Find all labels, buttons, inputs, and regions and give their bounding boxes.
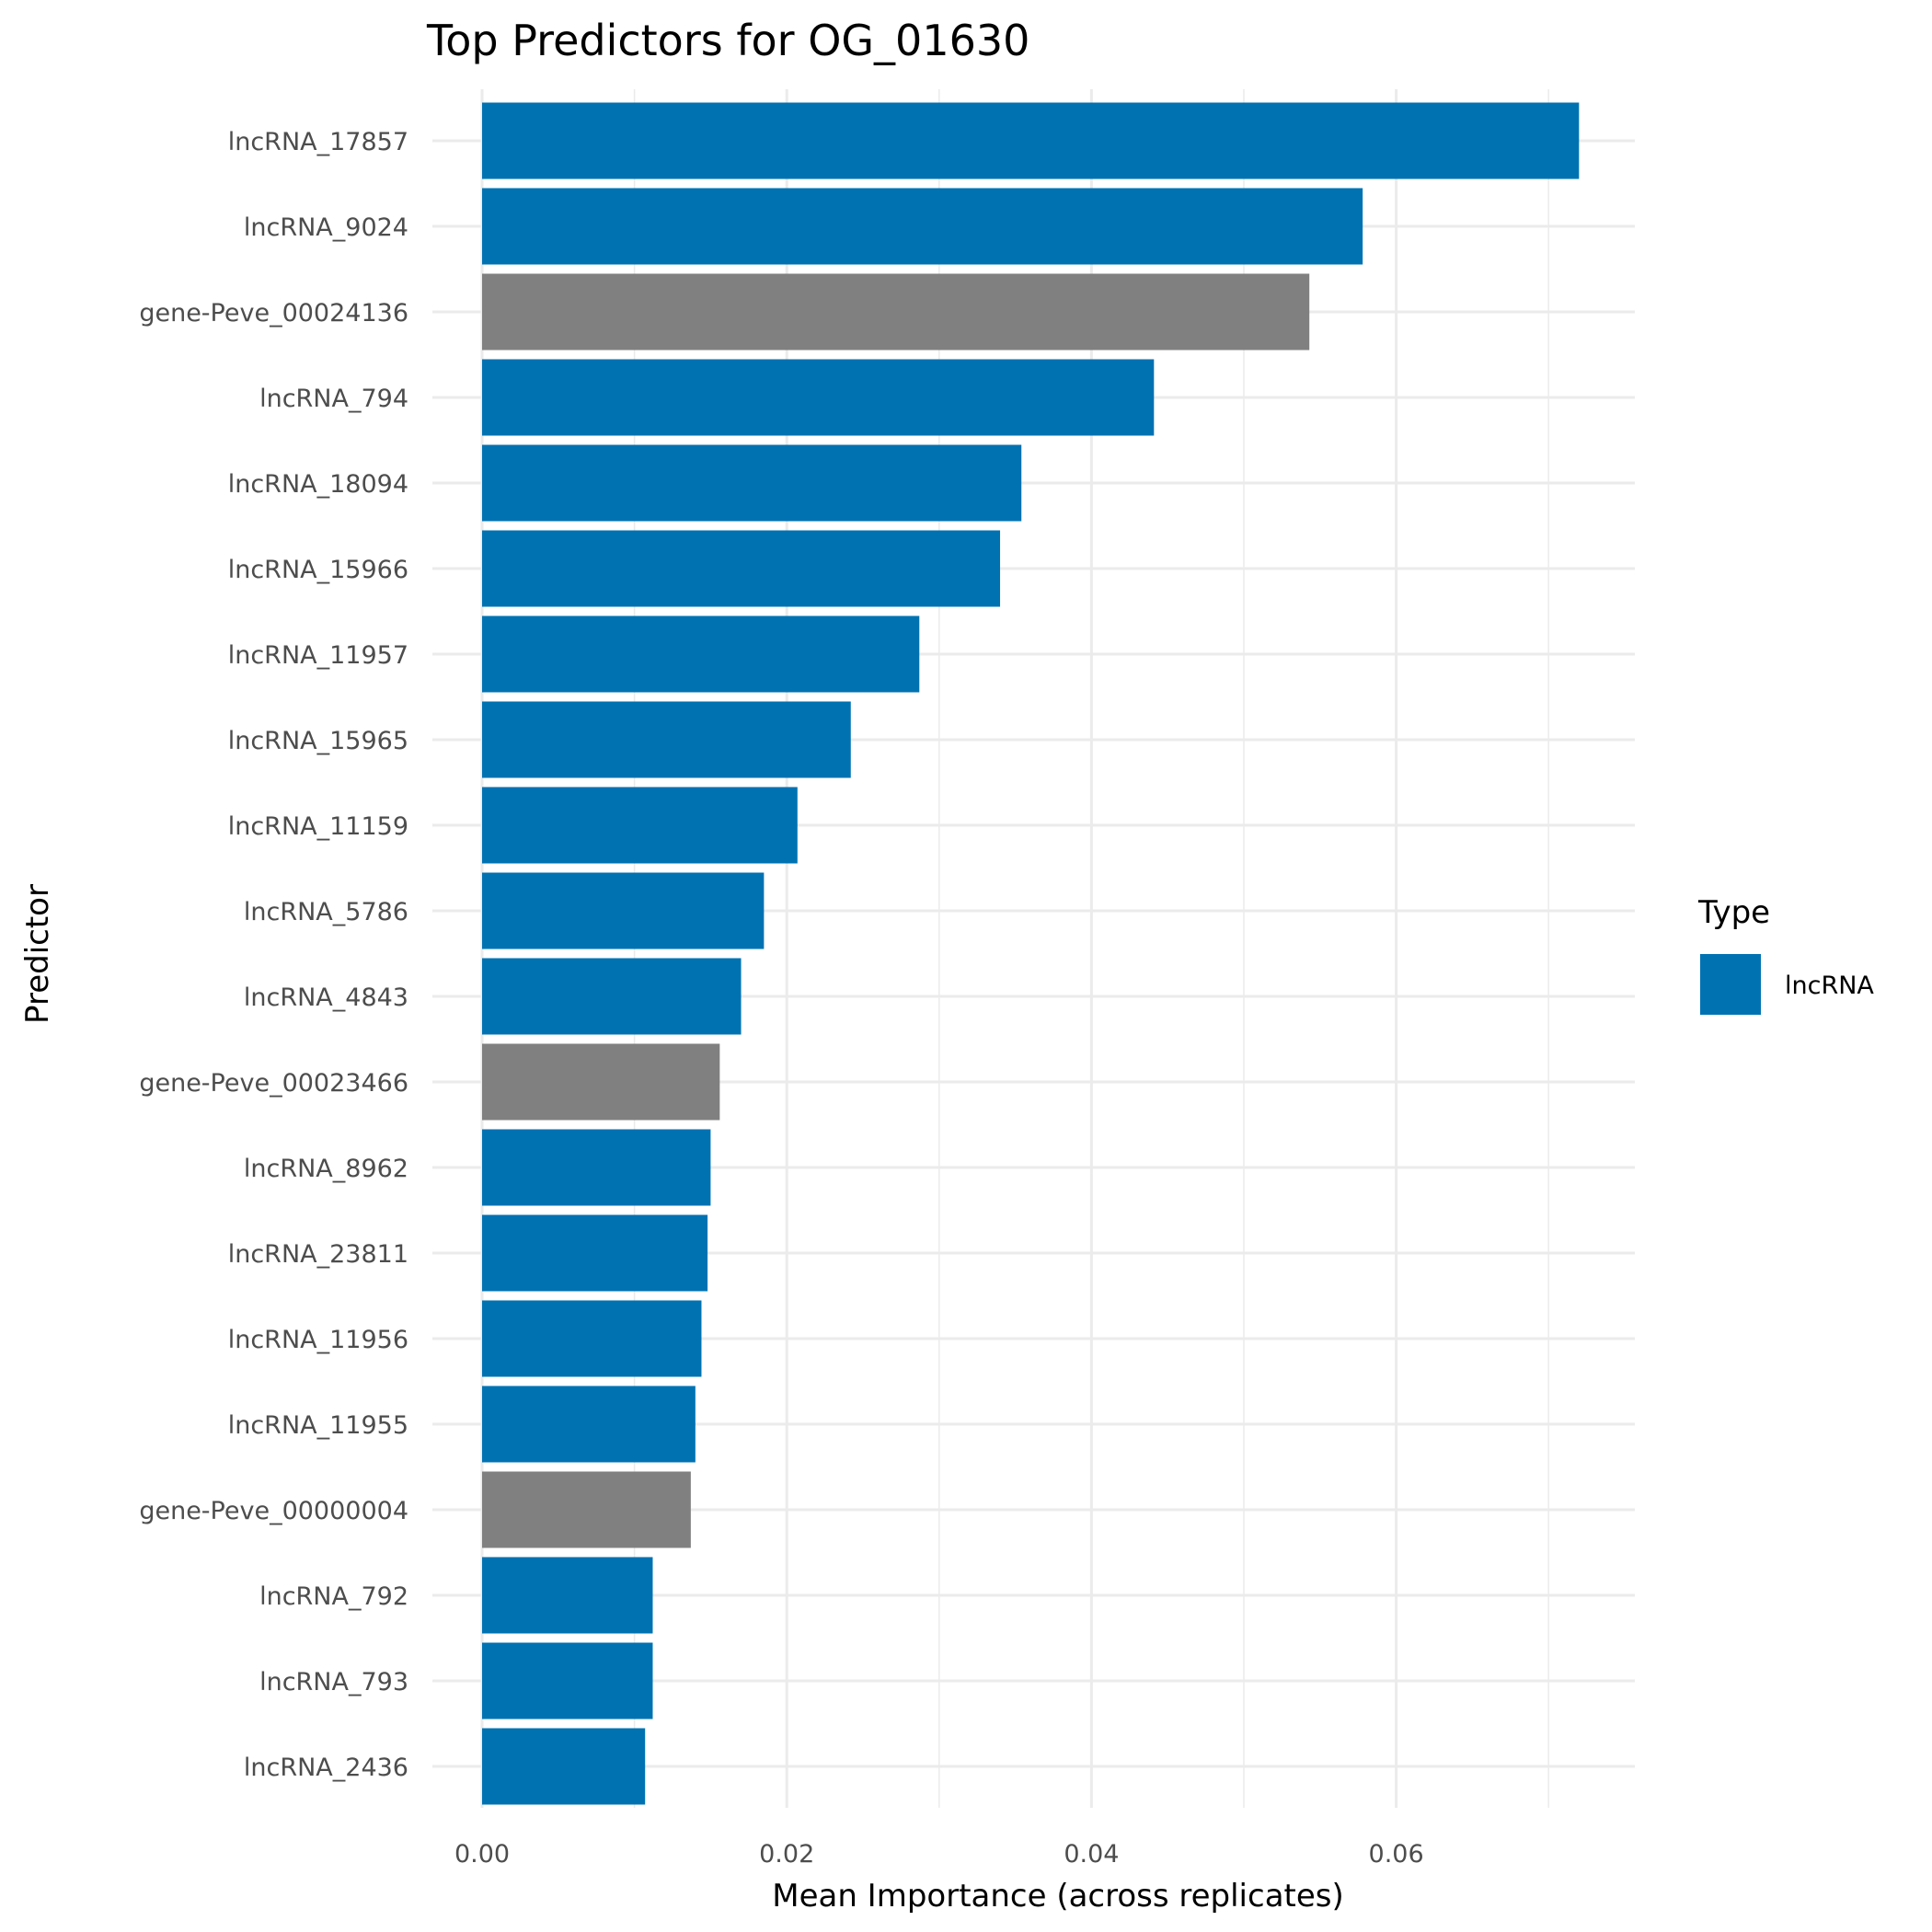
y-tick-label: lncRNA_11955 bbox=[228, 1411, 408, 1440]
bar-lncRNA_8962 bbox=[482, 1129, 711, 1206]
y-tick-label: lncRNA_5786 bbox=[244, 898, 408, 926]
y-tick-label: gene-Peve_00000004 bbox=[139, 1497, 408, 1525]
bar-gene-Peve_00023466 bbox=[482, 1043, 720, 1121]
legend-label-lncrna: lncRNA bbox=[1785, 972, 1874, 1000]
bar-gene-Peve_00000004 bbox=[482, 1471, 691, 1548]
x-tick-labels: 0.00 0.02 0.04 0.06 bbox=[454, 1840, 1424, 1869]
y-tick-label: lncRNA_2436 bbox=[244, 1754, 408, 1782]
x-tick-label: 0.06 bbox=[1369, 1840, 1424, 1869]
bar-lncRNA_11956 bbox=[482, 1300, 702, 1377]
y-axis-title: Predictor bbox=[19, 884, 56, 1024]
bar-lncRNA_794 bbox=[482, 359, 1155, 436]
y-tick-label: lncRNA_11159 bbox=[228, 812, 408, 841]
bars bbox=[482, 102, 1580, 1805]
bar-lncRNA_5786 bbox=[482, 872, 765, 949]
y-tick-label: lncRNA_11957 bbox=[228, 641, 408, 670]
y-tick-labels: lncRNA_17857 lncRNA_9024 gene-Peve_0002413… bbox=[139, 128, 408, 1782]
bar-lncRNA_9024 bbox=[482, 188, 1363, 265]
x-tick-label: 0.04 bbox=[1064, 1840, 1119, 1869]
y-tick-label: gene-Peve_00023466 bbox=[139, 1069, 408, 1098]
chart-title: Top Predictors for OG_01630 bbox=[426, 16, 1029, 65]
y-tick-label: lncRNA_793 bbox=[259, 1668, 408, 1696]
x-tick-label: 0.02 bbox=[759, 1840, 814, 1869]
bar-lncRNA_793 bbox=[482, 1642, 653, 1719]
bar-lncRNA_792 bbox=[482, 1557, 653, 1634]
bar-lncRNA_15966 bbox=[482, 530, 1001, 607]
bar-lncRNA_11955 bbox=[482, 1386, 696, 1463]
y-tick-label: lncRNA_4843 bbox=[244, 983, 408, 1012]
bar-lncRNA_2436 bbox=[482, 1728, 646, 1805]
bar-lncRNA_11957 bbox=[482, 615, 920, 693]
y-tick-label: lncRNA_9024 bbox=[244, 213, 408, 242]
bar-lncRNA_18094 bbox=[482, 444, 1022, 522]
x-axis-title: Mean Importance (across replicates) bbox=[772, 1878, 1344, 1915]
y-tick-label: lncRNA_792 bbox=[259, 1582, 408, 1611]
bar-lncRNA_15965 bbox=[482, 701, 851, 778]
legend-title: Type bbox=[1697, 894, 1770, 931]
bar-lncRNA_4843 bbox=[482, 958, 742, 1035]
y-tick-label: lncRNA_23811 bbox=[228, 1240, 408, 1269]
bar-gene-Peve_00024136 bbox=[482, 273, 1310, 351]
bar-lncRNA_11159 bbox=[482, 787, 798, 864]
y-tick-label: lncRNA_15966 bbox=[228, 556, 408, 584]
x-tick-label: 0.00 bbox=[454, 1840, 510, 1869]
y-tick-label: lncRNA_11956 bbox=[228, 1326, 408, 1354]
y-tick-label: gene-Peve_00024136 bbox=[139, 299, 408, 328]
y-tick-label: lncRNA_18094 bbox=[228, 470, 408, 499]
bar-lncRNA_23811 bbox=[482, 1214, 708, 1292]
legend-key-lncrna bbox=[1700, 954, 1761, 1015]
legend: Type lncRNA bbox=[1697, 894, 1874, 1015]
y-tick-label: lncRNA_8962 bbox=[244, 1155, 408, 1183]
y-tick-label: lncRNA_794 bbox=[259, 385, 408, 413]
y-tick-label: lncRNA_17857 bbox=[228, 128, 408, 156]
bar-lncRNA_17857 bbox=[482, 102, 1580, 179]
y-tick-label: lncRNA_15965 bbox=[228, 727, 408, 755]
